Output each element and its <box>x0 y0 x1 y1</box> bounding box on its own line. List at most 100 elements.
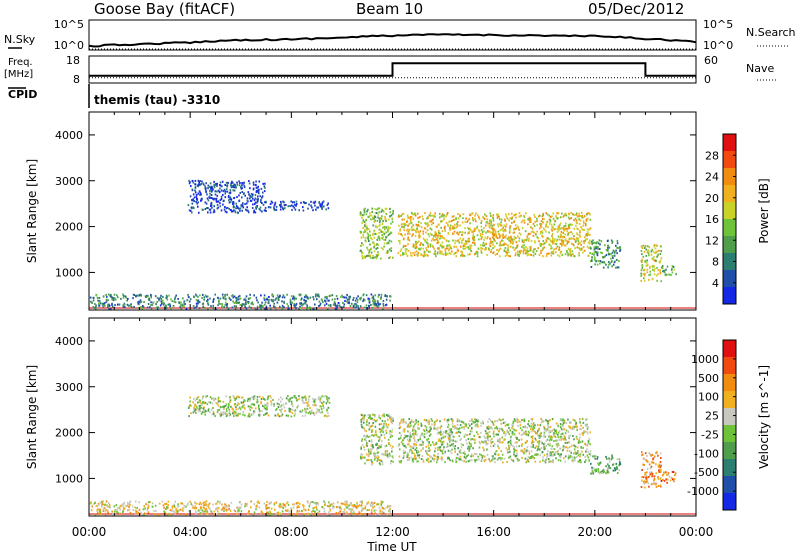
scatter-cell <box>377 451 380 454</box>
scatter-cell <box>211 402 214 405</box>
scatter-cell <box>374 300 377 303</box>
scatter-cell <box>224 295 226 298</box>
scatter-cell <box>295 302 298 305</box>
scatter-cell <box>505 213 507 216</box>
scatter-cell <box>508 213 510 216</box>
scatter-cell <box>570 242 573 245</box>
scatter-cell <box>216 411 219 414</box>
scatter-cell <box>407 224 409 227</box>
scatter-cell <box>264 186 266 189</box>
scatter-cell <box>588 212 591 215</box>
scatter-cell <box>324 414 327 417</box>
scatter-cell <box>375 443 377 446</box>
scatter-cell <box>445 221 448 224</box>
scatter-cell <box>464 423 467 426</box>
scatter-cell <box>389 444 392 447</box>
scatter-cell <box>575 219 578 222</box>
scatter-cell <box>167 506 169 509</box>
scatter-cell <box>619 246 621 248</box>
scatter-cell <box>407 232 409 235</box>
scatter-cell <box>235 301 237 303</box>
scatter-cell <box>378 304 380 307</box>
scatter-cell <box>589 252 591 254</box>
scatter-cell <box>448 247 450 250</box>
scatter-cell <box>389 416 391 419</box>
scatter-cell <box>167 504 169 507</box>
scatter-cell <box>646 245 649 248</box>
scatter-cell <box>574 419 576 422</box>
scatter-cell <box>224 184 226 186</box>
scatter-cell <box>382 226 384 229</box>
scatter-cell <box>427 444 430 447</box>
scatter-cell <box>389 418 392 421</box>
scatter-cell <box>591 256 593 259</box>
scatter-cell <box>650 250 653 253</box>
scatter-cell <box>368 297 371 300</box>
scatter-cell <box>206 300 208 303</box>
scatter-cell <box>250 506 252 509</box>
scatter-cell <box>553 435 556 438</box>
scatter-cell <box>368 428 371 431</box>
scatter-cell <box>226 303 228 306</box>
scatter-cell <box>532 445 534 448</box>
scatter-cell <box>228 402 230 405</box>
scatter-cell <box>525 250 527 253</box>
scatter-cell <box>499 439 501 442</box>
scatter-cell <box>374 512 376 515</box>
scatter-cell <box>376 419 378 422</box>
scatter-cell <box>219 199 222 202</box>
scatter-cell <box>437 242 439 244</box>
scatter-cell <box>213 184 215 187</box>
nave-tick-bottom: 0 <box>704 73 711 86</box>
scatter-cell <box>212 413 215 415</box>
scatter-cell <box>252 412 255 415</box>
scatter-cell <box>262 396 264 399</box>
scatter-cell <box>441 235 444 238</box>
scatter-cell <box>564 212 567 215</box>
scatter-cell <box>216 190 218 193</box>
colorbar-swatch <box>723 151 736 168</box>
scatter-cell <box>291 396 293 399</box>
scatter-cell <box>499 223 501 226</box>
scatter-cell <box>408 229 410 232</box>
scatter-cell <box>98 304 100 307</box>
scatter-cell <box>441 450 443 453</box>
scatter-cell <box>227 307 230 310</box>
scatter-cell <box>224 411 226 414</box>
scatter-cell <box>280 205 282 208</box>
scatter-cell <box>406 459 409 461</box>
scatter-cell <box>228 201 231 204</box>
scatter-cell <box>555 243 558 245</box>
scatter-cell <box>451 460 454 463</box>
scatter-cell <box>205 190 207 193</box>
scatter-cell <box>327 411 329 414</box>
scatter-cell <box>532 234 535 237</box>
scatter-cell <box>295 307 297 310</box>
scatter-cell <box>145 295 148 298</box>
scatter-cell <box>156 301 158 303</box>
scatter-cell <box>373 413 376 416</box>
scatter-cell <box>552 461 554 464</box>
scatter-cell <box>295 397 297 400</box>
scatter-cell <box>163 510 165 513</box>
scatter-cell <box>174 301 177 304</box>
scatter-cell <box>360 418 363 421</box>
scatter-cell <box>200 193 202 196</box>
scatter-cell <box>487 442 489 445</box>
scatter-cell <box>283 296 286 299</box>
scatter-cell <box>514 449 516 452</box>
scatter-cell <box>483 217 486 220</box>
scatter-cell <box>381 230 384 233</box>
scatter-cell <box>282 207 284 210</box>
scatter-cell <box>368 440 371 442</box>
scatter-cell <box>210 187 213 190</box>
scatter-cell <box>383 413 385 416</box>
scatter-cell <box>383 210 385 213</box>
scatter-cell <box>437 426 439 429</box>
scatter-cell <box>447 224 449 227</box>
scatter-cell <box>577 228 579 231</box>
scatter-cell <box>195 397 198 399</box>
scatter-cell <box>465 217 467 220</box>
scatter-cell <box>390 434 392 437</box>
scatter-cell <box>207 211 209 214</box>
